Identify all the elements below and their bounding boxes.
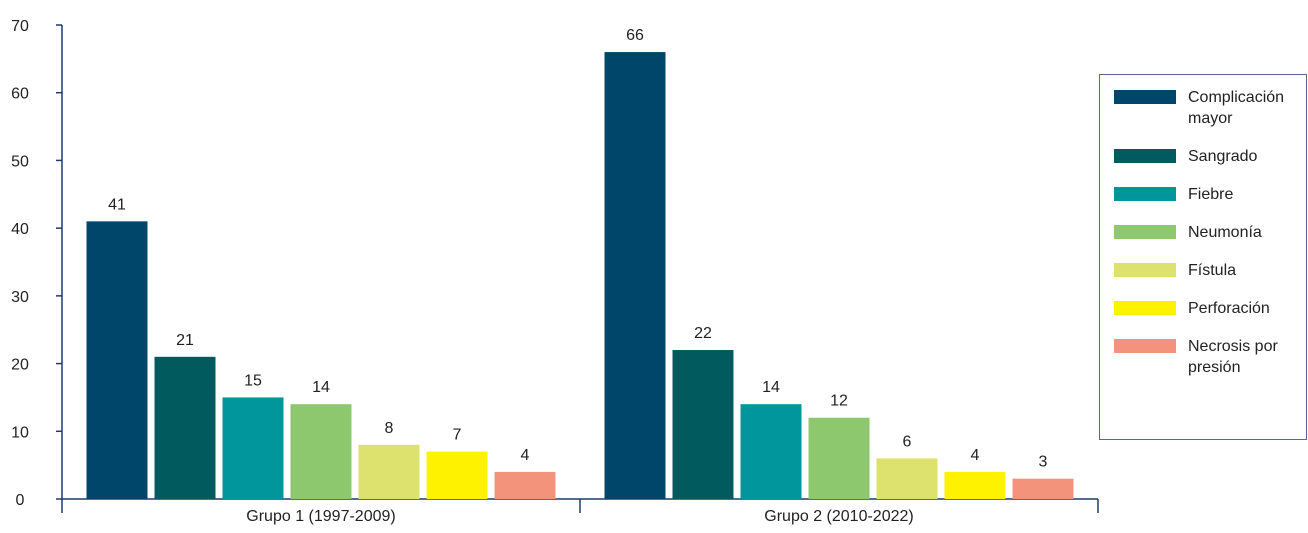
data-label: 4 [971,447,980,464]
x-tick-label: Grupo 2 (2010-2022) [764,508,913,525]
y-tick-label: 30 [11,289,29,306]
y-tick-label: 20 [11,357,29,374]
y-tick-label: 10 [11,424,29,441]
bar [876,458,938,499]
bar [1012,478,1074,499]
data-label: 14 [312,379,330,396]
legend-label: Fiebre [1188,186,1234,203]
legend-item: Sangrado [1114,146,1306,167]
bar [154,356,216,499]
legend-label: Fístula [1188,262,1237,279]
y-tick-label: 50 [11,153,29,170]
data-label: 4 [521,447,530,464]
legend-swatch [1114,90,1176,104]
legend-item: Perforación [1114,298,1306,319]
data-label: 7 [453,427,462,444]
data-label: 14 [762,379,780,396]
bar [740,404,802,499]
bar [222,397,284,499]
legend-label: Complicación mayor [1188,89,1285,127]
legend-label: Perforación [1188,300,1270,317]
bar [494,471,556,499]
bar [86,221,148,499]
legend-swatch [1114,263,1176,277]
data-label: 41 [108,196,126,213]
data-label: 15 [244,372,262,389]
bar [604,52,666,499]
y-tick-label: 60 [11,86,29,103]
bar [426,451,488,499]
legend-swatch [1114,225,1176,239]
legend-swatch [1114,149,1176,163]
data-label: 22 [694,325,712,342]
bar [290,404,352,499]
y-tick-label: 40 [11,221,29,238]
legend-item: Fiebre [1114,184,1306,205]
legend-swatch [1114,187,1176,201]
legend-item: Complicación mayor [1114,87,1306,129]
data-label: 6 [903,433,912,450]
bar [358,444,420,499]
legend-item: Necrosis por presión [1114,336,1306,378]
legend-item: Fístula [1114,260,1306,281]
data-label: 21 [176,332,194,349]
legend-swatch [1114,339,1176,353]
legend-swatch [1114,301,1176,315]
y-tick-label: 0 [16,492,25,509]
bar [808,417,870,499]
legend-label: Necrosis por presión [1188,338,1278,376]
data-label: 8 [385,420,394,437]
bar [944,471,1006,499]
data-label: 3 [1039,454,1048,471]
data-label: 12 [830,393,848,410]
bar [672,350,734,499]
legend-item: Neumonía [1114,222,1306,243]
data-label: 66 [626,27,644,44]
legend: Complicación mayor Sangrado Fiebre Neumonía… [1099,74,1307,440]
legend-label: Neumonía [1188,224,1262,241]
legend-label: Sangrado [1188,148,1258,165]
y-tick-label: 70 [11,18,29,35]
x-tick-label: Grupo 1 (1997-2009) [246,508,395,525]
